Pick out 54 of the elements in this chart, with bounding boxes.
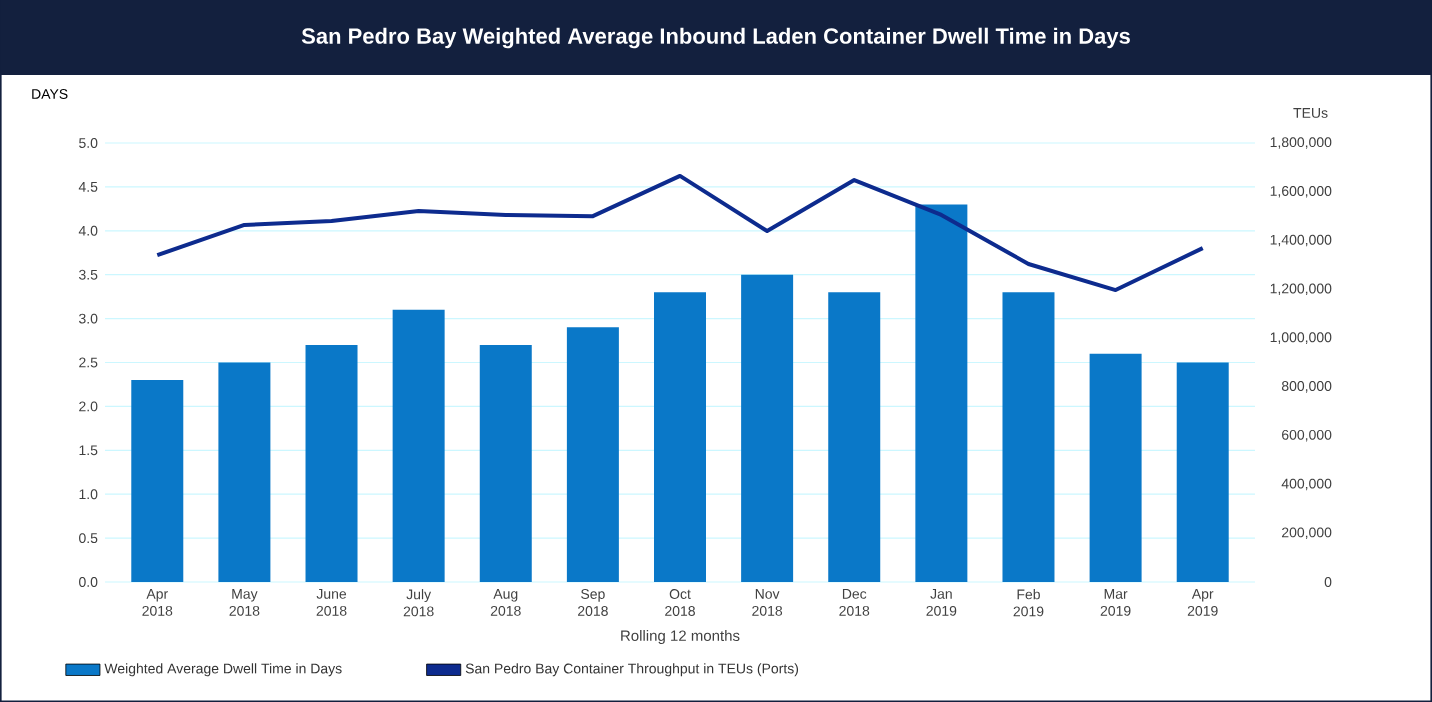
y2-tick-label: 0 [1324, 577, 1332, 587]
y-tick-label: 1.5 [79, 445, 98, 456]
y-axis-title: DAYS [32, 89, 68, 99]
y-tick-label: 1.0 [79, 489, 98, 500]
x-tick-label: July 2018 [403, 589, 434, 617]
y2-tick-label: 1,400,000 [1270, 234, 1332, 247]
bar [1176, 362, 1229, 582]
x-tick-label: Oct 2018 [665, 589, 695, 616]
bar [131, 380, 184, 582]
y-tick-label: 2.0 [79, 401, 98, 412]
y-tick-label: 5.0 [79, 138, 98, 148]
y2-tick-label: 1,600,000 [1270, 186, 1332, 198]
y-tick-label: 2.5 [79, 357, 98, 368]
y2-tick-label: 1,200,000 [1270, 283, 1332, 296]
bar [654, 292, 706, 582]
x-tick-label: Sep 2018 [578, 589, 608, 616]
bar [828, 292, 881, 582]
y-tick-label: 0.5 [79, 533, 98, 544]
x-tick-label: Mar 2019 [1100, 589, 1131, 616]
legend-label: San Pedro Bay Container Throughput in TEUs (Ports) [465, 663, 799, 677]
x-tick-label: Nov 2018 [752, 589, 783, 616]
y2-tick-label: 1,000,000 [1270, 332, 1332, 344]
x-tick-label: Jan 2019 [926, 589, 957, 616]
x-tick-label: Aug 2018 [490, 589, 521, 616]
y-tick-label: 3.5 [79, 269, 98, 280]
x-tick-label: Feb 2019 [1013, 589, 1044, 617]
y2-tick-label: 400,000 [1281, 478, 1332, 491]
y2-tick-label: 200,000 [1282, 527, 1332, 539]
y-tick-label: 4.0 [78, 225, 98, 236]
x-tick-label: Apr 2019 [1187, 589, 1218, 616]
x-tick-label: Dec 2018 [839, 589, 870, 616]
y2-tick-label: 800,000 [1281, 381, 1332, 393]
bar [479, 344, 532, 582]
y2-axis-title: TEUs [1293, 108, 1328, 118]
x-tick-label: June 2018 [316, 589, 347, 616]
x-axis-title: Rolling 12 months [621, 630, 740, 644]
bar [1089, 353, 1142, 582]
chart-title: San Pedro Bay Weighted Average Inbound Laden Container Dwell Time in Days [301, 27, 1130, 49]
y2-tick-label: 600,000 [1282, 429, 1332, 442]
legend-label: Weighted Average Dwell Time in Days [104, 663, 342, 677]
y-tick-label: 0.0 [79, 577, 98, 587]
bar [915, 204, 968, 582]
bar [741, 274, 794, 582]
bar [392, 309, 445, 582]
bar [566, 327, 619, 582]
bar [305, 344, 358, 582]
line-series [155, 173, 1205, 293]
x-tick-label: Apr 2018 [142, 589, 173, 616]
x-tick-label: May 2018 [229, 589, 260, 616]
y2-tick-label: 1,800,000 [1270, 137, 1332, 149]
y-tick-label: 4.5 [78, 182, 98, 192]
bar [218, 362, 271, 582]
bar [1002, 292, 1055, 582]
y-tick-label: 3.0 [79, 313, 98, 324]
